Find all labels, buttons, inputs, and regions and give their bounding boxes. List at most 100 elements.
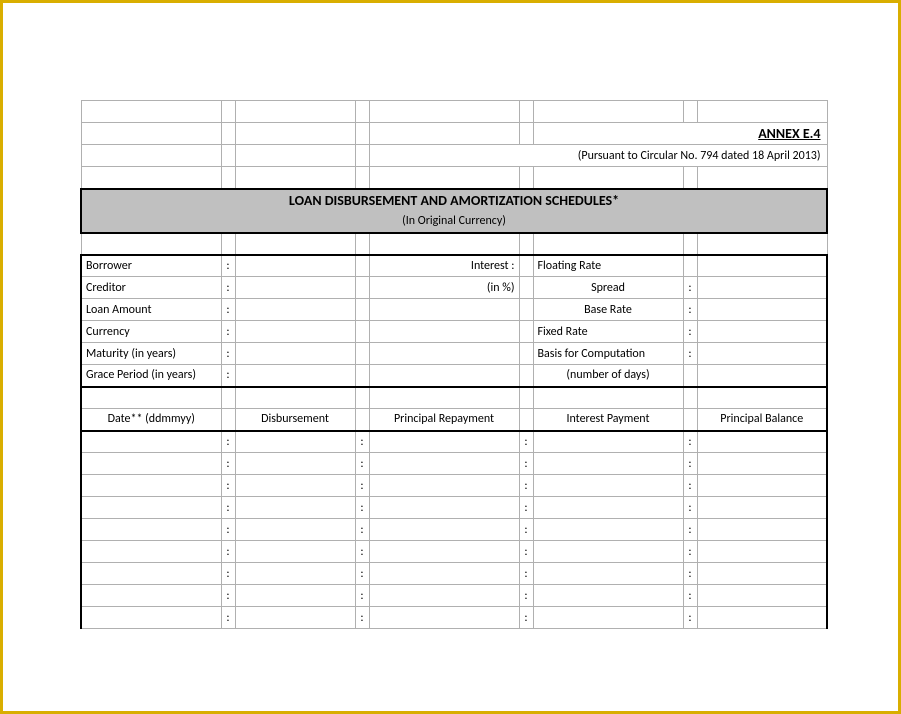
data-cell[interactable]	[369, 475, 519, 497]
data-cell[interactable]	[235, 453, 355, 475]
data-cell[interactable]	[235, 585, 355, 607]
colon: :	[683, 431, 697, 453]
basis-value[interactable]	[697, 343, 827, 365]
fixed-rate-label: Fixed Rate	[533, 321, 683, 343]
colon: :	[519, 607, 533, 629]
header-disbursement: Disbursement	[235, 409, 355, 431]
info-row: Grace Period (in years) : (number of day…	[81, 365, 827, 387]
colon: :	[683, 519, 697, 541]
info-row: Borrower : Interest : Floating Rate	[81, 255, 827, 277]
data-cell[interactable]	[369, 431, 519, 453]
data-cell[interactable]	[533, 431, 683, 453]
table-row: ::::	[81, 519, 827, 541]
info-row: Creditor : (in %) Spread :	[81, 277, 827, 299]
data-cell[interactable]	[369, 453, 519, 475]
data-cell[interactable]	[369, 541, 519, 563]
borrower-value[interactable]	[235, 255, 355, 277]
base-rate-value[interactable]	[697, 299, 827, 321]
colon: :	[221, 255, 235, 277]
data-cell[interactable]	[81, 497, 221, 519]
creditor-value[interactable]	[235, 277, 355, 299]
colon: :	[221, 299, 235, 321]
data-cell[interactable]	[533, 497, 683, 519]
data-cell[interactable]	[697, 607, 827, 629]
annex-row: ANNEX E.4	[81, 123, 827, 145]
data-cell[interactable]	[235, 497, 355, 519]
colon: :	[683, 585, 697, 607]
data-cell[interactable]	[697, 431, 827, 453]
table-row: ::::	[81, 585, 827, 607]
colon: :	[221, 541, 235, 563]
num-days-value[interactable]	[697, 365, 827, 387]
colon: :	[519, 431, 533, 453]
data-cell[interactable]	[533, 607, 683, 629]
data-cell[interactable]	[697, 453, 827, 475]
pursuant-text: (Pursuant to Circular No. 794 dated 18 A…	[369, 145, 827, 167]
data-cell[interactable]	[533, 519, 683, 541]
data-cell[interactable]	[533, 475, 683, 497]
data-cell[interactable]	[697, 541, 827, 563]
data-cell[interactable]	[81, 431, 221, 453]
fixed-rate-value[interactable]	[697, 321, 827, 343]
data-cell[interactable]	[697, 585, 827, 607]
data-cell[interactable]	[533, 541, 683, 563]
data-cell[interactable]	[369, 519, 519, 541]
colon: :	[519, 475, 533, 497]
data-cell[interactable]	[369, 497, 519, 519]
spread-value[interactable]	[697, 277, 827, 299]
data-cell[interactable]	[235, 519, 355, 541]
data-cell[interactable]	[81, 563, 221, 585]
table-row: ::::	[81, 497, 827, 519]
colon: :	[221, 497, 235, 519]
data-cell[interactable]	[235, 541, 355, 563]
data-cell[interactable]	[235, 607, 355, 629]
data-cell[interactable]	[235, 563, 355, 585]
colon: :	[355, 541, 369, 563]
data-cell[interactable]	[235, 431, 355, 453]
colon: :	[683, 563, 697, 585]
data-cell[interactable]	[81, 453, 221, 475]
maturity-value[interactable]	[235, 343, 355, 365]
loan-amount-label: Loan Amount	[81, 299, 221, 321]
floating-rate-label: Floating Rate	[533, 255, 683, 277]
grace-value[interactable]	[235, 365, 355, 387]
colon: :	[221, 431, 235, 453]
data-cell[interactable]	[697, 519, 827, 541]
currency-label: Currency	[81, 321, 221, 343]
data-cell[interactable]	[81, 541, 221, 563]
header-principal-balance: Principal Balance	[697, 409, 827, 431]
colon: :	[683, 607, 697, 629]
grace-label: Grace Period (in years)	[81, 365, 221, 387]
colon: :	[221, 563, 235, 585]
colon: :	[519, 497, 533, 519]
data-cell[interactable]	[533, 453, 683, 475]
colon: :	[221, 585, 235, 607]
data-cell[interactable]	[81, 475, 221, 497]
data-cell[interactable]	[235, 475, 355, 497]
spread-label: Spread	[533, 277, 683, 299]
data-cell[interactable]	[533, 585, 683, 607]
colon: :	[221, 519, 235, 541]
colon: :	[519, 563, 533, 585]
colon: :	[519, 453, 533, 475]
data-cell[interactable]	[697, 497, 827, 519]
currency-value[interactable]	[235, 321, 355, 343]
basis-label: Basis for Computation	[533, 343, 683, 365]
colon: :	[355, 475, 369, 497]
data-cell[interactable]	[369, 563, 519, 585]
colon: :	[519, 541, 533, 563]
loan-amount-value[interactable]	[235, 299, 355, 321]
colon: :	[355, 607, 369, 629]
table-row: ::::	[81, 607, 827, 629]
data-cell[interactable]	[697, 475, 827, 497]
data-cell[interactable]	[533, 563, 683, 585]
data-cell[interactable]	[697, 563, 827, 585]
data-cell[interactable]	[369, 607, 519, 629]
data-cell[interactable]	[369, 585, 519, 607]
table-row: ::::	[81, 475, 827, 497]
data-cell[interactable]	[81, 607, 221, 629]
empty-row	[81, 233, 827, 255]
data-cell[interactable]	[81, 519, 221, 541]
colon: :	[683, 453, 697, 475]
data-cell[interactable]	[81, 585, 221, 607]
